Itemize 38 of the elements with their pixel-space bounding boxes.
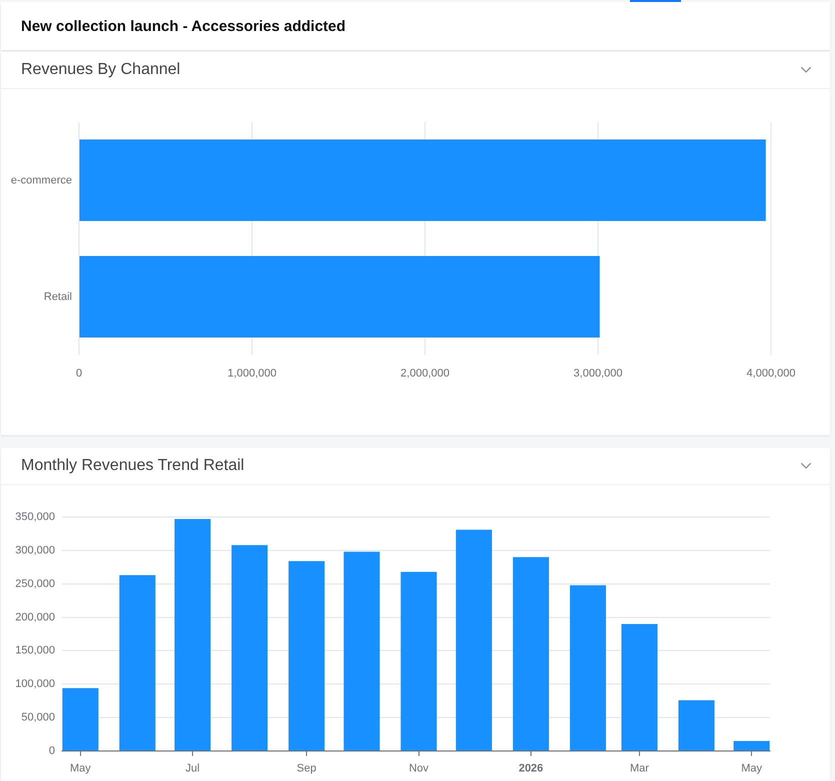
bar [400,572,437,750]
x-tick-label: Nov [408,762,430,775]
y-tick-label: Retail [44,290,72,303]
x-tick-label: 2,000,000 [400,368,450,380]
bar [734,740,770,750]
y-tick-label: 150,000 [15,644,55,657]
x-tick-label: May [741,762,762,775]
bar [512,557,549,750]
x-tick-label: 0 [76,368,82,380]
y-tick-label: 250,000 [15,578,55,590]
x-tick-label: May [70,762,92,775]
y-tick-label: 0 [48,745,55,758]
chart-title: Revenues By Channel [21,61,180,79]
x-tick-label: Sep [296,762,316,775]
bar [119,575,156,750]
bar [621,624,658,750]
bar [288,561,325,750]
bar [62,688,98,750]
x-tick-label: 4,000,000 [746,368,796,380]
y-tick-label: 100,000 [15,678,55,690]
x-tick-label: Mar [630,762,650,775]
y-tick-label: 200,000 [15,611,55,624]
chart-title: Monthly Revenues Trend Retail [21,457,244,475]
x-tick-label: 2026 [518,762,544,775]
bar [344,552,380,750]
bar [456,530,492,750]
x-tick-label: 3,000,000 [574,368,622,380]
x-tick-label: Jul [186,762,200,775]
bar [678,700,714,750]
y-tick-label: e-commerce [10,174,72,186]
bar [232,545,268,750]
y-tick-label: 350,000 [15,511,55,524]
bar [570,585,606,750]
x-tick-label: 1,000,000 [228,368,276,380]
text: New collection launch - Accessories addicted [21,18,346,34]
bar [174,519,211,750]
y-tick-label: 300,000 [15,544,55,556]
y-tick-label: 50,000 [21,712,55,724]
